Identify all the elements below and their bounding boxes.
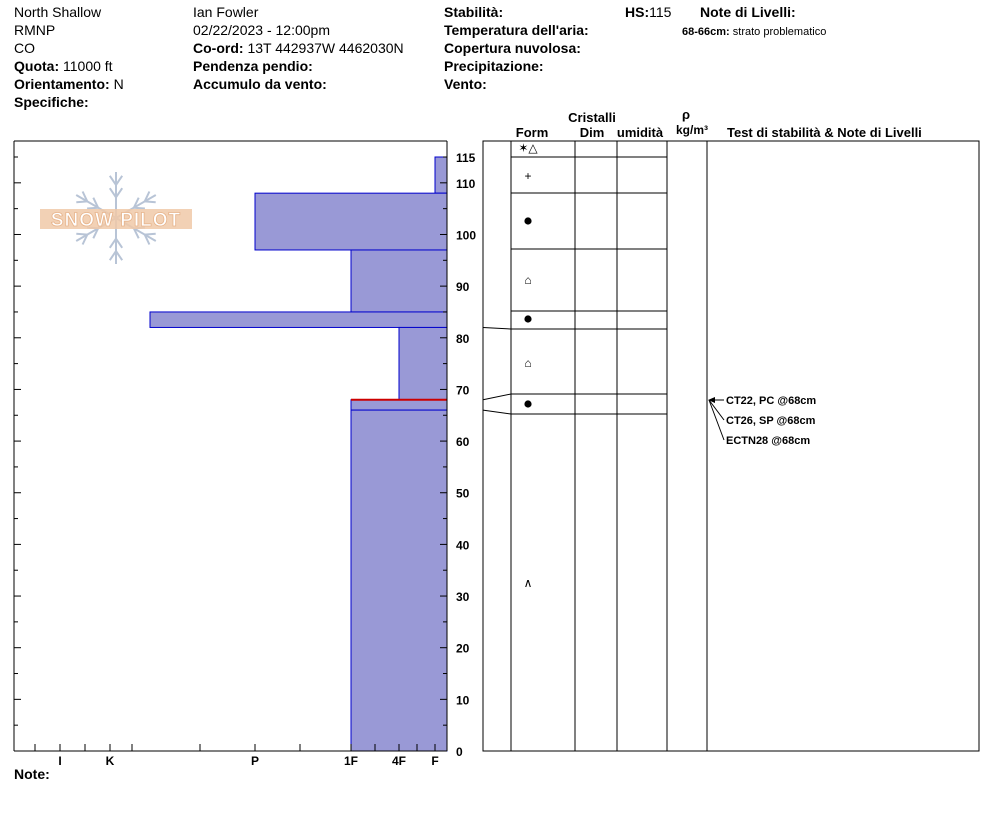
grain-forms: ✶△ + ⌂ ⌂ ∧ — [518, 141, 538, 590]
tests-notes-header: Test di stabilità & Note di Livelli — [727, 125, 922, 140]
depth-tick-label: 30 — [456, 590, 470, 604]
snow-height: HS:115 — [625, 3, 671, 21]
rounded-grain-icon — [524, 315, 532, 323]
depth-tick-label: 110 — [456, 177, 476, 191]
grain-form-icon: ⌂ — [524, 356, 531, 370]
elevation-value: 11000 ft — [63, 58, 113, 74]
depth-tick-label: 40 — [456, 538, 470, 552]
stability-test-label: CT22, PC @68cm — [726, 395, 816, 407]
grain-form-icon: ✶△ — [518, 141, 538, 155]
stability-test-label: ECTN28 @68cm — [726, 435, 810, 447]
depth-tick-label: 50 — [456, 487, 470, 501]
date-time: 02/22/2023 - 12:00pm — [193, 22, 330, 38]
depth-connector — [482, 393, 512, 401]
snow-height-label: HS: — [625, 4, 650, 20]
aspect-label: Orientamento: — [14, 76, 110, 92]
depth-tick-label: 115 — [456, 151, 476, 165]
coordinates-label: Co-ord: — [193, 40, 244, 56]
depth-tick-label: 20 — [456, 642, 470, 656]
logo-band — [40, 209, 192, 229]
hardness-tick-label: I — [58, 754, 61, 768]
hardness-layer-0 — [434, 156, 448, 194]
snowpilot-logo: SNOW PILOT — [40, 172, 192, 264]
logo-text: SNOW PILOT — [51, 210, 181, 231]
depth-tick-label: 0 — [456, 745, 463, 759]
layer-table-frame — [482, 140, 980, 752]
observer-name: Ian Fowler — [193, 4, 259, 20]
stability-test-label: CT26, SP @68cm — [726, 415, 816, 427]
snow-height-value: 115 — [649, 4, 672, 20]
hardness-layer-5 — [350, 399, 448, 411]
wetness-header: umidità — [617, 125, 664, 140]
rounded-grain-icon — [524, 400, 532, 408]
hardness-axes: 0 10 20 30 40 50 60 70 80 90 100 110 115 I K P 1F 4F F — [13, 140, 476, 768]
stability-tests: CT22, PC @68cm CT26, SP @68cm ECTN28 @68cm — [708, 395, 816, 447]
cloud-cover-label: Copertura nuvolosa: — [444, 40, 581, 56]
hardness-tick-label: F — [431, 754, 438, 768]
problem-layer-note: 68-66cm: strato problematico — [682, 23, 826, 41]
depth-tick-label: 60 — [456, 435, 470, 449]
problem-layer-range: 68-66cm: — [682, 26, 730, 38]
depth-tick-label: 80 — [456, 332, 470, 346]
coordinates-value: 13T 442937W 4462030N — [247, 40, 404, 56]
hardness-layer-6 — [350, 409, 448, 752]
notes-label: Note: — [14, 766, 50, 782]
coordinates: Co-ord: 13T 442937W 4462030N — [193, 39, 404, 57]
test-arrow-icon — [708, 397, 715, 403]
state-name: CO — [14, 40, 35, 56]
depth-tick-label: 100 — [456, 228, 476, 242]
depth-tick-label: 90 — [456, 280, 470, 294]
aspect-value: N — [113, 76, 124, 92]
hardness-tick-label: 4F — [392, 754, 406, 768]
depth-tick-label: 70 — [456, 383, 470, 397]
grain-form-icon: ∧ — [524, 576, 533, 590]
stability-test-pointer — [708, 399, 725, 441]
wind-loading-label: Accumulo da vento: — [193, 76, 327, 92]
grain-form-icon: ⌂ — [524, 273, 531, 287]
crystals-header: Cristalli — [568, 110, 616, 125]
range-name: RMNP — [14, 22, 56, 38]
hardness-layer-4 — [398, 326, 448, 401]
rounded-grain-icon — [524, 217, 532, 225]
problem-layer-text: strato problematico — [732, 26, 827, 38]
hardness-layer-3 — [149, 311, 448, 328]
precipitation-label: Precipitazione: — [444, 58, 544, 74]
elevation-label: Quota: — [14, 58, 60, 74]
hardness-tick-label: P — [251, 754, 259, 768]
layer-notes-label: Note di Livelli: — [700, 4, 796, 20]
specifics-label: Specifiche: — [14, 94, 89, 110]
hardness-tick-label: 1F — [344, 754, 358, 768]
hardness-layer-2 — [350, 249, 448, 313]
density-symbol: ρ — [682, 107, 690, 122]
slope-label: Pendenza pendio: — [193, 58, 313, 74]
grain-form-icon: + — [524, 169, 531, 183]
depth-tick-label: 10 — [456, 693, 470, 707]
air-temp-label: Temperatura dell'aria: — [444, 22, 589, 38]
stability-test-pointer — [708, 399, 725, 421]
hardness-tick-label: K — [106, 754, 115, 768]
layer-table — [482, 140, 980, 752]
location-name: North Shallow — [14, 4, 102, 20]
depth-connector — [482, 327, 512, 330]
elevation: Quota: 11000 ft — [14, 57, 113, 75]
depth-connector — [482, 409, 512, 415]
aspect: Orientamento: N — [14, 75, 124, 93]
stability-label: Stabilità: — [444, 4, 504, 20]
wind-label: Vento: — [444, 76, 487, 92]
form-header: Form — [516, 125, 549, 140]
density-unit: kg/m³ — [676, 123, 708, 137]
hardness-layer-1 — [254, 192, 448, 251]
size-header: Dim — [580, 125, 605, 140]
hardness-layers — [149, 156, 448, 752]
